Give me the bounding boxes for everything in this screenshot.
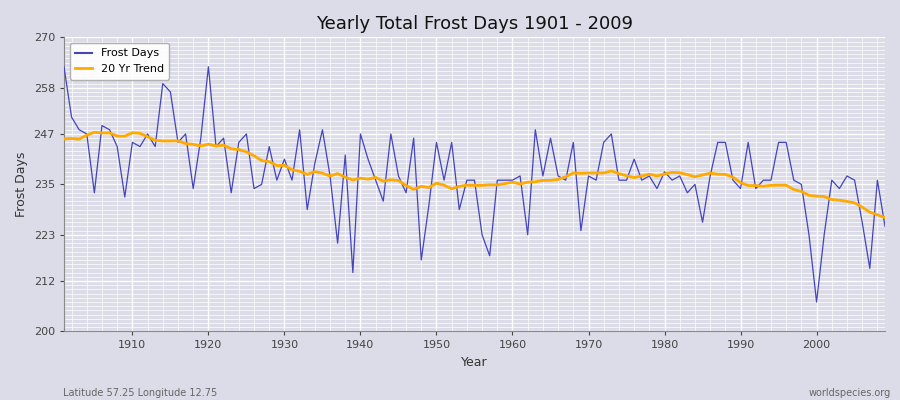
X-axis label: Year: Year — [461, 356, 488, 369]
Y-axis label: Frost Days: Frost Days — [15, 152, 28, 217]
Title: Yearly Total Frost Days 1901 - 2009: Yearly Total Frost Days 1901 - 2009 — [316, 15, 633, 33]
Legend: Frost Days, 20 Yr Trend: Frost Days, 20 Yr Trend — [69, 43, 169, 80]
Text: worldspecies.org: worldspecies.org — [809, 388, 891, 398]
Text: Latitude 57.25 Longitude 12.75: Latitude 57.25 Longitude 12.75 — [63, 388, 217, 398]
